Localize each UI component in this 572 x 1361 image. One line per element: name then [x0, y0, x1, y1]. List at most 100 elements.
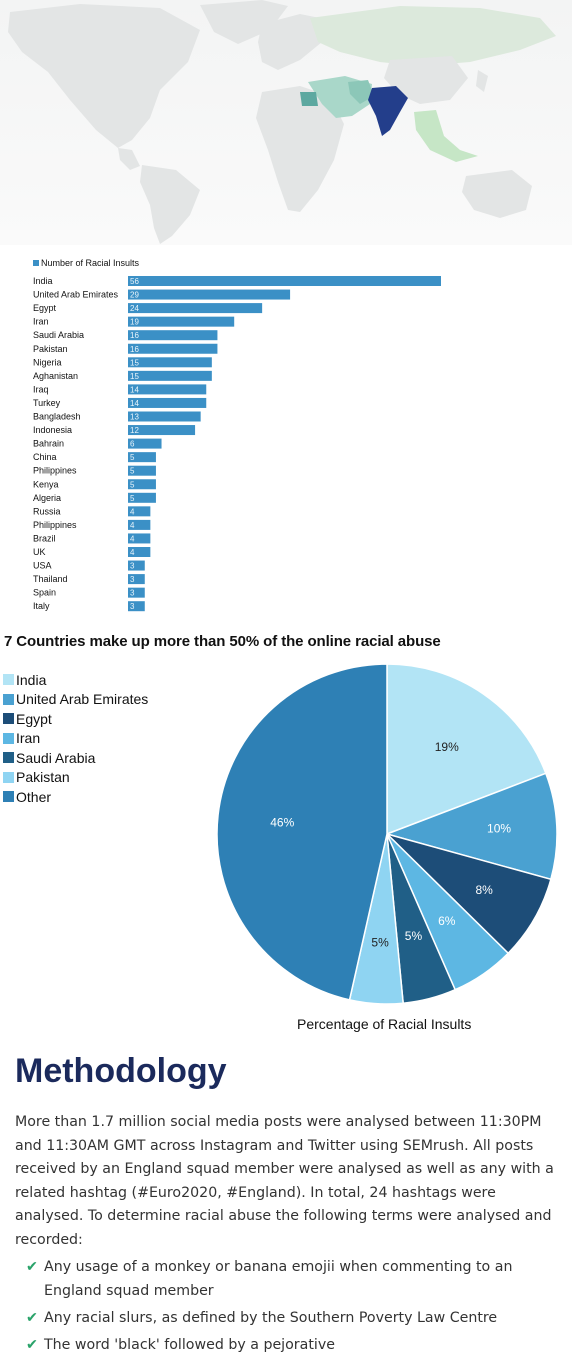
bar: [128, 370, 212, 381]
legend-swatch: [3, 791, 14, 803]
bar-category-label: Bangladesh: [33, 412, 81, 422]
legend-swatch: [3, 693, 14, 705]
bar-value-label: 6: [130, 440, 135, 449]
methodology-item-text: The word 'black' followed by a pejorativ…: [44, 1337, 335, 1353]
legend-label: Number of Racial Insults: [41, 258, 140, 268]
methodology-title: Methodology: [15, 1052, 227, 1090]
bar-category-label: Bahrain: [33, 439, 64, 449]
bar-value-label: 5: [130, 480, 135, 489]
bar-value-label: 4: [130, 548, 135, 557]
methodology-list: ✔ Any usage of a monkey or banana emojii …: [26, 1255, 566, 1360]
check-icon: ✔: [26, 1337, 38, 1353]
map-land-australia: [462, 170, 532, 218]
pie-legend-item: Other: [3, 787, 148, 807]
pie-legend-item: Saudi Arabia: [3, 748, 148, 768]
legend-label: Pakistan: [16, 769, 70, 786]
pie-slice-label: 5%: [371, 936, 389, 950]
bar-category-label: Brazil: [33, 533, 56, 543]
pie-chart: 19% 10% 8% 6% 5% 5% 46%: [216, 663, 558, 1005]
bar-value-label: 16: [130, 331, 139, 340]
methodology-item-text: Any racial slurs, as defined by the Sout…: [44, 1310, 498, 1326]
bar: [128, 384, 207, 395]
pie-legend-item: Egypt: [3, 709, 148, 729]
bar-category-label: Aghanistan: [33, 371, 78, 381]
bar-value-label: 3: [130, 562, 135, 571]
pie-slice-label: 8%: [475, 883, 493, 897]
bar-category-label: Pakistan: [33, 344, 68, 354]
map-land-central-america: [118, 148, 140, 170]
map-land-europe: [258, 14, 330, 70]
map-land-south-america: [140, 165, 200, 244]
bar: [128, 452, 156, 463]
bar-value-label: 15: [130, 358, 139, 367]
map-land-india: [368, 86, 408, 136]
bar: [128, 303, 263, 314]
pie-chart-title: 7 Countries make up more than 50% of the…: [4, 633, 441, 650]
methodology-item-text: Any usage of a monkey or banana emojii w…: [44, 1259, 513, 1299]
bar: [128, 560, 145, 571]
bar-value-label: 13: [130, 413, 139, 422]
pie-slice-label: 6%: [438, 914, 456, 928]
bar-category-label: Turkey: [33, 398, 61, 408]
bar-value-label: 5: [130, 453, 135, 462]
pie-slice-label: 5%: [405, 929, 423, 943]
bar-category-label: UK: [33, 547, 46, 557]
bar-value-label: 15: [130, 372, 139, 381]
pie-legend-item: United Arab Emirates: [3, 690, 148, 710]
legend-swatch: [3, 713, 14, 725]
legend-label: United Arab Emirates: [16, 691, 149, 708]
pie-legend-item: India: [3, 670, 148, 690]
check-icon: ✔: [26, 1310, 38, 1326]
bar-value-label: 19: [130, 318, 139, 327]
bar-value-label: 4: [130, 521, 135, 530]
bar-value-label: 12: [130, 426, 139, 435]
legend-swatch: [3, 674, 14, 686]
bar: [128, 547, 151, 557]
check-icon: ✔: [26, 1259, 38, 1275]
bar: [128, 506, 151, 517]
bar: [128, 343, 218, 354]
map-land-iran: [348, 80, 374, 104]
bar-value-label: 14: [130, 385, 139, 394]
bar-value-label: 29: [130, 291, 139, 300]
legend-swatch: [3, 752, 14, 764]
pie-slices: [216, 663, 558, 1005]
methodology-list-item: ✔ The word 'black' followed by a pejorati…: [26, 1333, 566, 1357]
legend-label: Iran: [16, 730, 41, 747]
bar: [128, 316, 235, 327]
bar: [128, 519, 151, 530]
bar: [128, 276, 441, 286]
bar: [128, 438, 162, 449]
bar-value-label: 4: [130, 507, 135, 516]
bar: [128, 397, 207, 408]
bar-category-label: Iran: [33, 317, 49, 327]
map-land-egypt: [300, 92, 318, 106]
bar-category-label: Algeria: [33, 493, 61, 503]
bar-category-label: India: [33, 276, 53, 286]
bar-category-label: United Arab Emirates: [33, 290, 119, 300]
bar-value-label: 5: [130, 467, 135, 476]
bar-value-label: 14: [130, 399, 139, 408]
legend-label: India: [16, 671, 47, 688]
methodology-list-item: ✔ Any racial slurs, as defined by the Sou…: [26, 1306, 566, 1330]
bar: [128, 479, 156, 490]
map-land-greenland: [200, 0, 288, 44]
map-land-japan: [476, 70, 488, 92]
bar-value-label: 16: [130, 345, 139, 354]
bar-value-label: 3: [130, 589, 135, 598]
bar: [128, 425, 196, 436]
pie-slice-label: 19%: [435, 740, 459, 754]
map-graphic: [8, 0, 556, 244]
bar: [128, 492, 156, 503]
bar-category-label: Philippines: [33, 466, 77, 476]
map-land-southeast-asia: [414, 110, 478, 162]
bar-category-label: Nigeria: [33, 357, 62, 367]
bar-value-label: 5: [130, 494, 135, 503]
legend-swatch: [33, 260, 39, 266]
bar: [128, 330, 218, 341]
bar-category-label: Philippines: [33, 520, 77, 530]
bar-value-label: 56: [130, 277, 139, 286]
bar: [128, 411, 201, 422]
